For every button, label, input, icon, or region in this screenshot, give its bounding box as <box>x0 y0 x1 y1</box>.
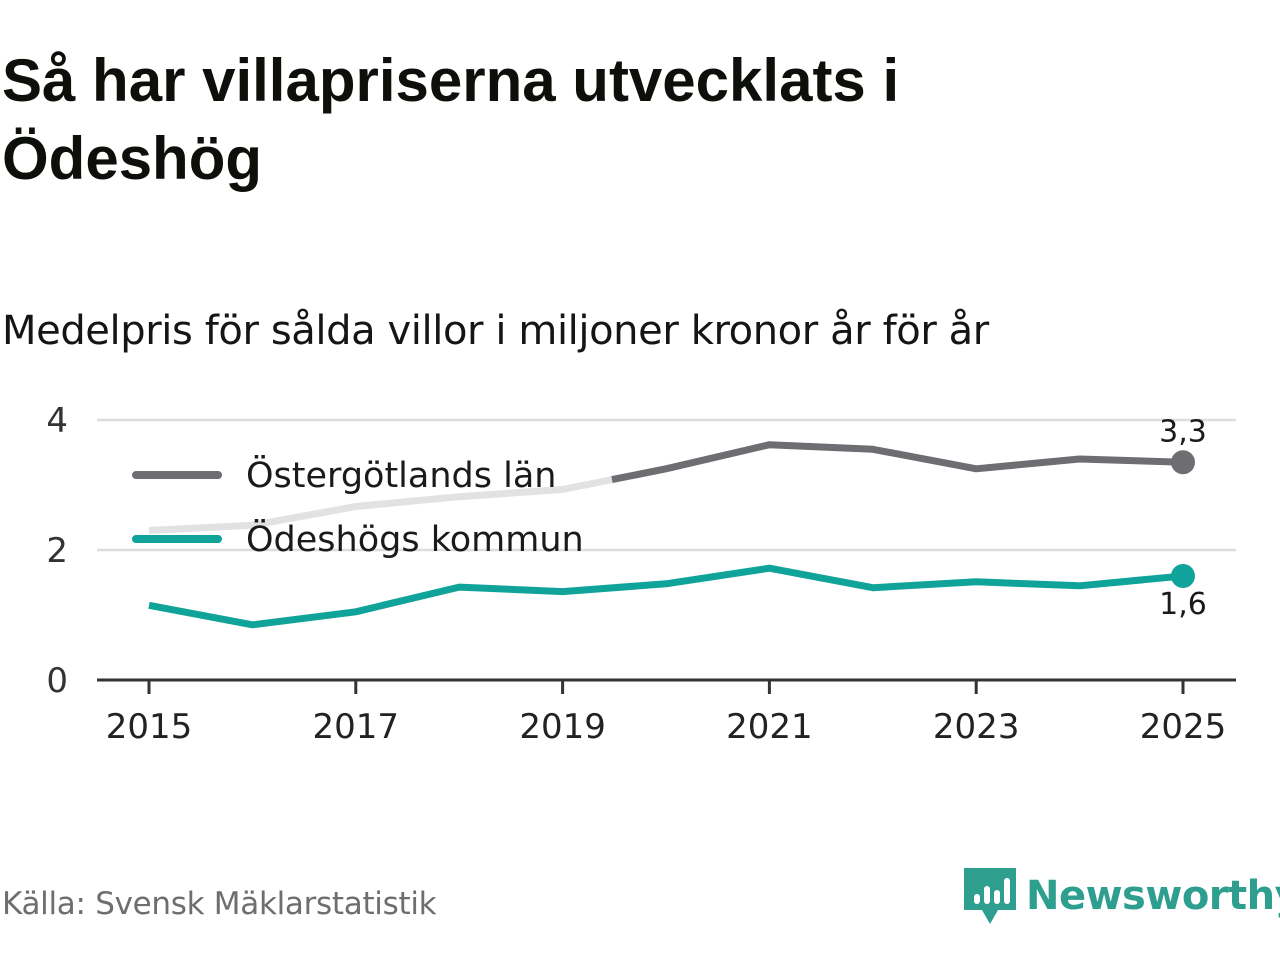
y-tick-label: 2 <box>46 531 68 571</box>
x-tick-label: 2023 <box>933 707 1020 747</box>
legend-item-county-label: Östergötlands län <box>246 454 556 496</box>
brand-name: Newsworthy <box>1026 873 1280 919</box>
series-line-county-faded <box>148 476 613 534</box>
x-tick-label: 2019 <box>519 707 606 747</box>
x-tick-label: 2025 <box>1140 707 1227 747</box>
newsworthy-logo-icon <box>964 868 1016 924</box>
chart-subtitle: Medelpris för sålda villor i miljoner kr… <box>2 308 989 354</box>
brand-logo[interactable]: Newsworthy <box>964 864 1280 928</box>
x-tick-label: 2021 <box>726 707 813 747</box>
x-tick-label: 2017 <box>313 707 400 747</box>
source-note: Källa: Svensk Mäklarstatistik <box>2 886 437 922</box>
x-tick-label: 2015 <box>106 707 193 747</box>
end-point-county <box>1171 450 1195 475</box>
legend-item-municipality-label: Ödeshögs kommun <box>246 518 584 560</box>
series-line-municipality <box>148 564 1184 629</box>
series-line-county <box>611 441 1184 484</box>
end-label-county: 3,3 <box>1159 414 1207 449</box>
end-point-municipality <box>1171 564 1195 588</box>
y-tick-label: 0 <box>46 661 68 701</box>
y-tick-label: 4 <box>46 401 68 441</box>
end-label-municipality: 1,6 <box>1159 587 1207 622</box>
chart-title: Så har villapriserna utvecklats i Ödeshö… <box>2 47 900 192</box>
